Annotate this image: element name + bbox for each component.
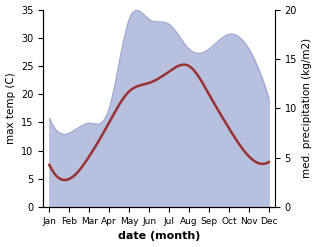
Y-axis label: max temp (C): max temp (C) (5, 72, 16, 144)
Y-axis label: med. precipitation (kg/m2): med. precipitation (kg/m2) (302, 38, 313, 178)
X-axis label: date (month): date (month) (118, 231, 200, 242)
